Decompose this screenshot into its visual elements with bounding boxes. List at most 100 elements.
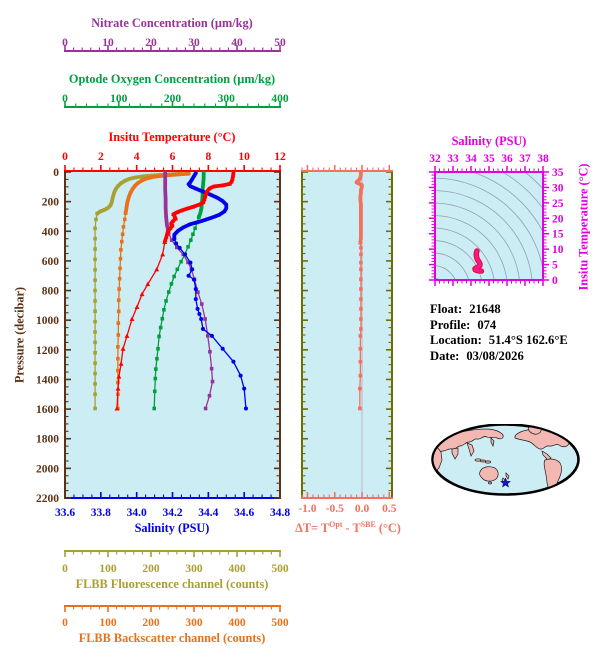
oxygen-axis-tick-label: 400: [271, 93, 289, 105]
map-indonesia: [480, 459, 486, 463]
map-tasmania: [488, 481, 492, 485]
nitrate-profile-curve: [163, 170, 215, 411]
pressure-tick-label: 400: [42, 226, 60, 238]
ts-temperature-tick-label: 15: [552, 229, 564, 241]
delta-t-tick-label: 0.0: [355, 503, 370, 515]
salinity-axis-title: Salinity (PSU): [134, 521, 210, 535]
delta-t-label-part: (°C): [375, 521, 401, 536]
map-australia: [479, 466, 499, 482]
pressure-tick-label: 2200: [36, 493, 59, 505]
backscatter-axis-tick-label: 500: [271, 617, 289, 629]
pressure-tick-label: 600: [42, 256, 60, 268]
salinity-axis: [64, 492, 281, 499]
ts-temperature-tick-label: 30: [552, 182, 564, 194]
salinity-axis-tick-label: 34.2: [162, 507, 182, 519]
nitrate-axis-tick-label: 30: [188, 37, 200, 49]
fluorescence-axis-tick-label: 400: [228, 563, 246, 575]
delta-t-label-part: - T: [342, 521, 361, 536]
fluorescence-axis-tick-label: 500: [271, 563, 289, 575]
delta-t-tick-label: -1.0: [298, 503, 316, 515]
nitrate-axis-tick-label: 10: [102, 37, 114, 49]
backscatter-profile-curve: [116, 171, 191, 411]
pressure-tick-label: 1800: [36, 434, 59, 446]
float-info-row: Profile: 074: [430, 318, 568, 334]
oxygen-axis-tick-label: 200: [164, 93, 182, 105]
profile-label: Profile:: [430, 317, 471, 332]
ts-salinity-tick-label: 35: [483, 153, 495, 165]
oxygen-axis-tick-label: 0: [62, 93, 68, 105]
fluorescence-axis-tick-label: 200: [142, 563, 160, 575]
temperature-axis: [64, 165, 281, 172]
pressure-axis-right: [274, 171, 281, 499]
float-label: Float:: [430, 302, 463, 316]
profile-value: 074: [477, 317, 497, 332]
nitrate-axis-tick-label: 20: [145, 37, 157, 49]
ts-temperature-tick-label: 0: [552, 275, 558, 287]
backscatter-axis-tick-label: 100: [99, 617, 117, 629]
map-japan: [490, 437, 495, 448]
ts-salinity-tick-label: 36: [501, 153, 513, 165]
date-label: Date:: [430, 348, 460, 363]
location-value: 51.4°S 162.6°E: [488, 333, 568, 348]
backscatter-axis-tick-label: 0: [62, 617, 68, 629]
world-map: [431, 424, 580, 496]
salinity-axis-tick-label: 34.8: [270, 507, 290, 519]
float-info-row: Float: 21648: [430, 302, 568, 318]
pressure-tick-label: 2000: [36, 463, 59, 475]
pressure-tick-label: 0: [53, 167, 59, 179]
pressure-tick-label: 1200: [36, 345, 59, 357]
pressure-tick-label: 1000: [36, 315, 59, 327]
delta-t-label-sup-sbe: SBE: [360, 520, 376, 529]
ts-temperature-tick-label: 5: [552, 260, 558, 272]
delta-t-tick-label: -0.5: [326, 503, 344, 515]
salinity-axis-tick-label: 34.4: [198, 507, 218, 519]
ts-salinity-tick-label: 37: [519, 153, 531, 165]
pressure-axis-title: Pressure (decibar): [12, 286, 27, 384]
salinity-profile-curve: [172, 171, 248, 411]
delta-t-plot-area: [302, 172, 392, 498]
ts-salinity-tick-label: 32: [429, 153, 441, 165]
temperature-axis-tick-label: 4: [134, 151, 140, 163]
backscatter-axis-tick-label: 400: [228, 617, 246, 629]
pressure-tick-label: 800: [42, 286, 60, 298]
date-value: 03/08/2026: [466, 348, 524, 363]
backscatter-axis-tick-label: 200: [142, 617, 160, 629]
ts-temperature-tick-label: 25: [552, 198, 564, 210]
delta-t-curve: [354, 170, 364, 411]
delta-t-border-left: [301, 171, 308, 499]
ts-axes: [429, 166, 549, 286]
nitrate-axis-tick-label: 0: [62, 37, 68, 49]
temperature-axis-tick-label: 6: [170, 151, 176, 163]
oxygen-axis-tick-label: 100: [110, 93, 128, 105]
fluorescence-axis: [64, 550, 281, 557]
oxygen-axis-tick-label: 300: [218, 93, 236, 105]
delta-t-border-right: [386, 171, 393, 499]
location-label: Location:: [430, 333, 482, 348]
salinity-axis-tick-label: 34.0: [127, 507, 147, 519]
salinity-axis-tick-label: 33.8: [91, 507, 111, 519]
ts-salinity-tick-label: 34: [465, 153, 477, 165]
ts-salinity-tick-label: 38: [537, 153, 549, 165]
temperature-axis-tick-label: 0: [62, 151, 68, 163]
temperature-axis-tick-label: 8: [205, 151, 211, 163]
ts-curve: [472, 248, 485, 274]
delta-t-label-part: ΔT= T: [295, 521, 330, 536]
float-info: Float: 21648 Profile: 074 Location: 51.4°S …: [430, 302, 568, 364]
float-location-star: [499, 477, 512, 488]
ts-temperature-axis-title: Insitu Temperature (°C): [576, 163, 591, 291]
temperature-axis-tick-label: 2: [98, 151, 104, 163]
temperature-profile-curve: [114, 170, 236, 411]
temperature-axis-tick-label: 12: [274, 151, 286, 163]
pressure-tick-label: 1600: [36, 404, 59, 416]
ts-salinity-axis-title: Salinity (PSU): [451, 134, 527, 148]
nitrate-axis: [64, 45, 281, 52]
float-value: 21648: [469, 302, 501, 316]
ts-salinity-tick-label: 33: [447, 153, 459, 165]
map-india: [451, 447, 459, 460]
backscatter-axis-title: FLBB Backscatter channel (counts): [78, 631, 266, 645]
map-southeast-asia: [466, 442, 475, 457]
temperature-axis-title: Insitu Temperature (°C): [108, 130, 236, 144]
map-new-zealand: [505, 472, 510, 480]
